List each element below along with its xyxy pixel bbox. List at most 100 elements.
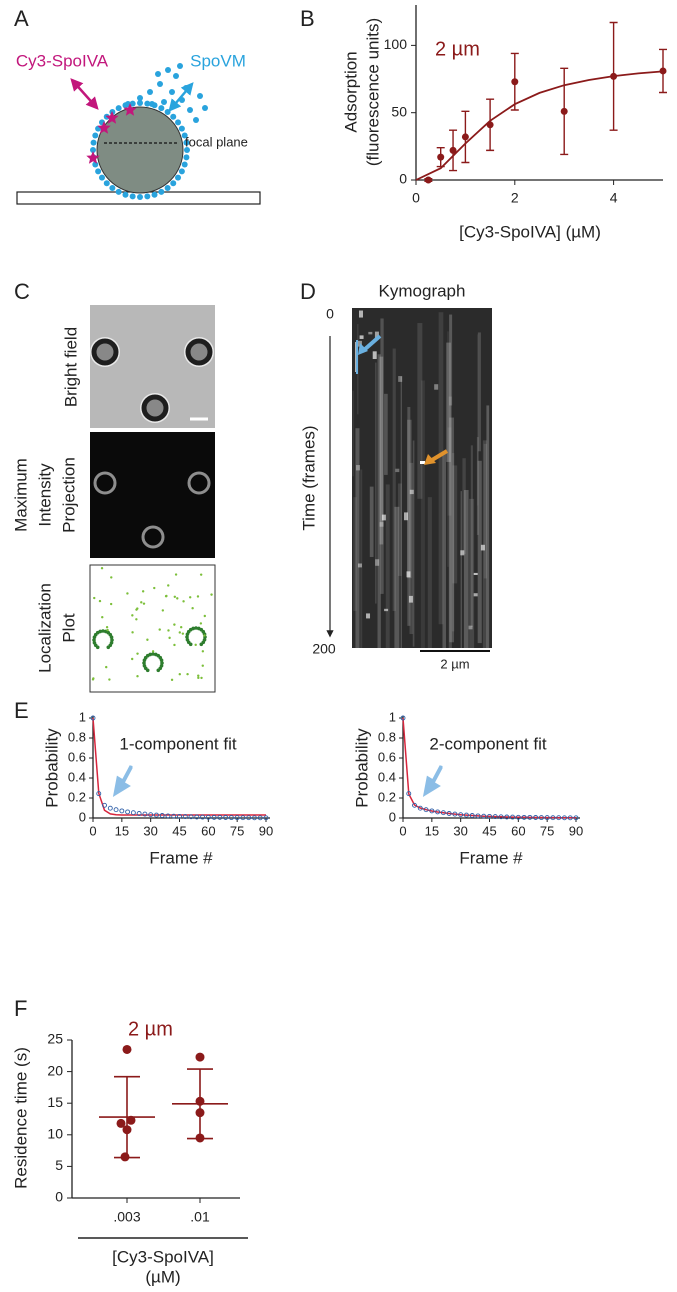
localization — [197, 674, 200, 677]
spovm-dot — [181, 132, 188, 139]
streak — [438, 312, 444, 625]
localization — [141, 590, 145, 593]
x-label: Frame # — [149, 848, 213, 867]
data-point — [429, 808, 435, 814]
data-point — [159, 813, 165, 818]
image-panels — [89, 305, 216, 693]
data-point — [562, 815, 567, 821]
data-point — [567, 815, 573, 821]
spovm-dot — [137, 95, 143, 101]
spoiva-stars — [86, 103, 137, 164]
protein-label: Cy3-SpoIVA — [16, 51, 109, 70]
localization — [106, 645, 111, 650]
streak — [442, 453, 446, 648]
spovm-dot — [157, 81, 163, 87]
data-point — [423, 807, 429, 813]
data-point — [246, 815, 252, 821]
data-point — [223, 815, 229, 820]
streak — [449, 417, 455, 643]
streak — [447, 331, 449, 567]
arrow — [70, 78, 99, 110]
annotation: 2 µm — [128, 1018, 173, 1040]
localization — [148, 652, 153, 657]
star — [105, 111, 119, 124]
x-tick-label: 0 — [89, 823, 96, 838]
spovm-dot — [115, 105, 122, 112]
data-point — [487, 813, 492, 819]
streak — [352, 390, 354, 477]
spovm-dot — [92, 132, 99, 139]
point — [610, 72, 618, 80]
data-point — [458, 812, 464, 818]
data-point — [550, 815, 556, 821]
row-label: Intensity — [35, 463, 54, 527]
localization — [203, 634, 206, 637]
localization — [109, 602, 113, 606]
point — [126, 1115, 136, 1125]
x-tick-label: 2 — [511, 190, 519, 206]
point — [195, 1108, 205, 1118]
x-tick-label: 45 — [482, 823, 496, 838]
streak — [482, 440, 488, 648]
spovm-dot — [169, 89, 175, 95]
spovm-dot — [103, 180, 110, 187]
streak — [470, 445, 473, 627]
localization — [182, 600, 185, 603]
y-tick-label: 0 — [399, 171, 407, 187]
y-tick-label: 0.6 — [68, 749, 86, 764]
streak — [360, 469, 363, 648]
localization — [188, 596, 192, 599]
star — [97, 121, 111, 134]
data-point — [205, 814, 211, 820]
kymograph-image — [352, 308, 492, 648]
spovm-dot — [161, 99, 167, 105]
panel-label: C — [14, 279, 30, 304]
streak — [476, 437, 479, 535]
chart-title: 1-component fit — [119, 734, 236, 753]
spovm-dot — [175, 119, 182, 126]
streak — [353, 497, 357, 611]
y-tick-label: 100 — [384, 36, 408, 52]
spovm-dot — [202, 105, 208, 111]
x-tick-label: .01 — [190, 1209, 210, 1225]
kymograph-tick: 200 — [312, 641, 336, 657]
streak — [369, 486, 374, 557]
arrow-head — [358, 343, 368, 355]
data-point — [463, 812, 469, 818]
data-point — [417, 805, 423, 811]
spovm-dot — [129, 193, 136, 200]
spovm-dot — [164, 185, 171, 192]
data-point — [556, 815, 562, 821]
arrow — [422, 765, 443, 798]
y-tick-label: 15 — [47, 1094, 63, 1110]
y-tick-label: 10 — [47, 1126, 63, 1142]
panel-label: A — [14, 6, 29, 31]
annotation: 2 µm — [435, 38, 480, 60]
localization — [126, 592, 129, 595]
y-label: Adsorption — [341, 51, 360, 132]
data-point — [142, 811, 148, 817]
data-point — [573, 815, 579, 821]
x-label: Frame # — [459, 848, 523, 867]
localization — [194, 626, 198, 630]
streak — [380, 318, 384, 594]
bead-ring — [141, 525, 165, 549]
point — [424, 176, 432, 184]
data-point — [406, 791, 412, 797]
spovm-dot — [129, 100, 136, 107]
spovm-dot — [149, 101, 155, 107]
localization — [135, 608, 138, 611]
spot — [372, 351, 377, 360]
data-point — [171, 813, 177, 819]
localization — [105, 665, 108, 669]
arrow — [362, 334, 382, 352]
data-point — [217, 814, 223, 820]
streak — [375, 362, 377, 604]
spovm-dot — [170, 113, 177, 120]
streak — [379, 356, 384, 545]
spovm-dot — [173, 73, 179, 79]
spot — [403, 512, 408, 521]
streak — [463, 490, 469, 648]
streak — [449, 314, 453, 406]
